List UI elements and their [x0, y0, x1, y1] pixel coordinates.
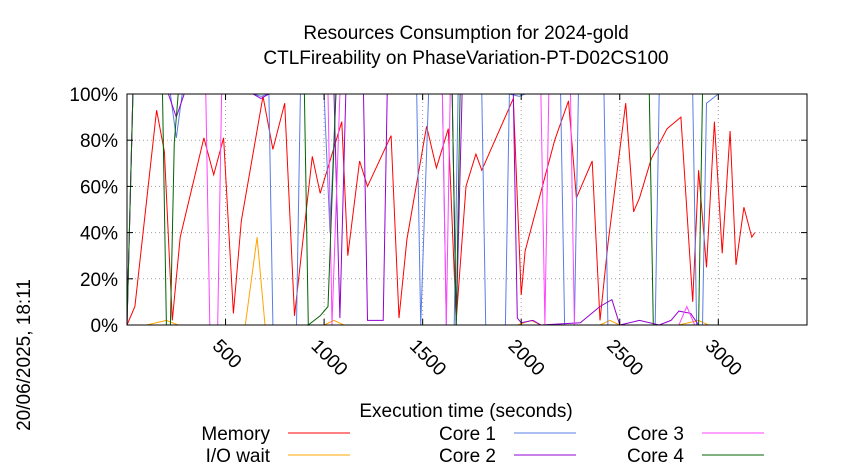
series-line-memory — [126, 96, 756, 326]
x-tick-label: 3000 — [701, 336, 746, 381]
y-tick-label: 60% — [80, 177, 118, 198]
y-axis: 0% 20% 40% 60% 80% 100% — [69, 85, 807, 337]
legend-label-core-2: Core 2 — [439, 446, 496, 467]
y-tick-label: 80% — [80, 131, 118, 152]
x-axis: 500 1000 1500 2000 2500 3000 — [208, 94, 746, 380]
chart-subtitle: CTLFireability on PhaseVariation-PT-D02C… — [263, 48, 668, 69]
series-layer — [126, 93, 756, 327]
timestamp-label: 20/06/2025, 18:11 — [14, 279, 35, 431]
x-tick-label: 500 — [208, 336, 245, 373]
x-tick-label: 2500 — [602, 336, 647, 381]
x-tick-label: 1500 — [405, 336, 450, 381]
legend-label-core-3: Core 3 — [627, 424, 684, 445]
y-tick-label: 40% — [80, 224, 118, 245]
x-axis-label: Execution time (seconds) — [359, 401, 572, 422]
chart-title: Resources Consumption for 2024-gold — [303, 23, 628, 44]
series-line-core-2 — [126, 93, 755, 326]
legend-label-core-4: Core 4 — [627, 446, 684, 467]
series-line-core-3 — [126, 93, 755, 326]
series-line-i-o-wait — [127, 237, 709, 326]
plot-frame — [126, 93, 808, 326]
legend-label-memory: Memory — [201, 424, 270, 445]
y-tick-label: 20% — [80, 270, 118, 291]
y-tick-label: 100% — [69, 85, 118, 106]
x-tick-label: 2000 — [504, 336, 549, 381]
y-tick-label: 0% — [91, 316, 119, 337]
legend-label-i-o-wait: I/O wait — [206, 446, 271, 467]
legend-label-core-1: Core 1 — [439, 424, 496, 445]
x-tick-label: 1000 — [307, 336, 352, 381]
